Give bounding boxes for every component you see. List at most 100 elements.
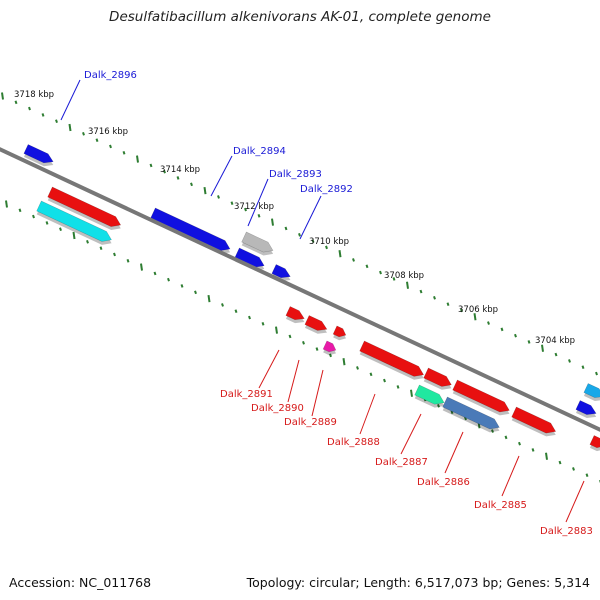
tick-mark-upper	[136, 155, 139, 163]
gene-feature	[589, 435, 600, 452]
tick-mark-lower	[248, 315, 251, 320]
svg-text:Dalk_2889: Dalk_2889	[284, 417, 337, 428]
tick-mark-upper	[581, 365, 585, 370]
tick-mark-lower	[491, 429, 494, 433]
tick-mark-lower	[329, 353, 332, 358]
tick-mark-upper	[176, 176, 180, 180]
tick-mark-upper	[541, 344, 544, 352]
scale-label: 3712 kbp	[234, 202, 274, 212]
tick-mark-upper	[230, 201, 234, 206]
gene-label: Dalk_2894	[210, 146, 286, 197]
gene-feature	[47, 186, 122, 230]
tick-mark-upper	[257, 214, 261, 218]
tick-mark-lower	[572, 467, 575, 471]
tick-mark-lower	[5, 200, 8, 208]
tick-mark-upper	[41, 113, 45, 117]
tick-mark-lower	[59, 227, 62, 232]
gene-features	[23, 144, 600, 452]
gene-feature	[359, 340, 425, 380]
tick-mark-lower	[32, 214, 35, 219]
tick-mark-upper	[514, 333, 517, 338]
svg-text:Dalk_2894: Dalk_2894	[233, 146, 286, 157]
tick-mark-upper	[365, 264, 369, 269]
tick-mark-upper	[95, 138, 99, 142]
tick-mark-lower	[504, 435, 508, 440]
tick-mark-upper	[379, 270, 382, 275]
tick-mark-lower	[261, 322, 265, 326]
topology-text: Topology: circular; Length: 6,517,073 bp…	[246, 575, 590, 590]
tick-mark-lower	[45, 221, 49, 225]
tick-mark-upper	[473, 313, 477, 321]
svg-text:Dalk_2893: Dalk_2893	[269, 169, 322, 180]
scale-label: 3708 kbp	[384, 271, 424, 281]
tick-mark-lower	[275, 326, 278, 334]
gene-label: Dalk_2887	[375, 413, 428, 468]
tick-mark-lower	[531, 448, 535, 452]
tick-mark-upper	[406, 281, 409, 289]
svg-text:Dalk_2883: Dalk_2883	[540, 526, 593, 537]
tick-mark-upper	[325, 245, 328, 250]
tick-mark-upper	[163, 169, 166, 174]
tick-mark-lower	[221, 303, 224, 307]
tick-marks	[1, 92, 600, 484]
gene-label: Dalk_2891	[220, 349, 280, 400]
gene-feature	[285, 306, 305, 324]
gene-feature	[36, 200, 112, 245]
svg-text:Dalk_2885: Dalk_2885	[474, 500, 527, 511]
tick-mark-upper	[68, 123, 72, 132]
gene-label: Dalk_2886	[417, 431, 470, 488]
svg-text:Dalk_2891: Dalk_2891	[220, 389, 273, 400]
svg-text:Dalk_2890: Dalk_2890	[251, 403, 304, 414]
tick-mark-upper	[109, 144, 112, 149]
scale-labels: 3718 kbp 3716 kbp 3714 kbp 3712 kbp 3710 kbp…	[14, 90, 575, 346]
gene-feature	[322, 340, 337, 356]
tick-mark-upper	[500, 327, 504, 332]
svg-text:Dalk_2887: Dalk_2887	[375, 457, 428, 468]
gene-label: Dalk_2889	[284, 369, 337, 428]
tick-mark-lower	[342, 358, 346, 366]
svg-text:Dalk_2892: Dalk_2892	[300, 184, 353, 195]
tick-mark-upper	[284, 226, 288, 231]
gene-feature	[575, 400, 597, 418]
gene-label: Dalk_2892	[299, 184, 353, 240]
tick-mark-upper	[203, 186, 207, 195]
tick-mark-upper	[527, 340, 531, 344]
tick-mark-upper	[392, 277, 396, 281]
tick-mark-lower	[315, 347, 319, 351]
gene-feature	[423, 367, 452, 390]
tick-mark-upper	[595, 371, 598, 376]
tick-mark-lower	[585, 473, 589, 478]
tick-mark-upper	[568, 359, 571, 363]
gene-label: Dalk_2893	[247, 169, 322, 227]
tick-mark-lower	[302, 340, 305, 345]
scale-label: 3706 kbp	[458, 305, 498, 315]
svg-text:Dalk_2886: Dalk_2886	[417, 477, 470, 488]
tick-mark-lower	[113, 252, 116, 257]
svg-text:Dalk_2888: Dalk_2888	[327, 437, 380, 448]
tick-mark-lower	[180, 284, 184, 288]
gene-feature	[304, 315, 328, 334]
gene-labels: Dalk_2896 Dalk_2894 Dalk_2893 Dalk_2892 Dalk…	[60, 70, 593, 537]
tick-mark-upper	[419, 289, 423, 294]
gene-label: Dalk_2890	[251, 359, 304, 414]
map-title: Desulfatibacillum alkenivorans AK-01, co…	[109, 9, 491, 25]
tick-mark-lower	[437, 404, 440, 408]
tick-mark-upper	[82, 132, 85, 136]
gene-label: Dalk_2883	[540, 480, 593, 537]
gene-feature	[150, 207, 231, 254]
tick-mark-upper	[55, 119, 58, 124]
tick-mark-upper	[122, 150, 126, 155]
tick-mark-upper	[217, 195, 220, 199]
genome-backbone	[0, 147, 600, 432]
tick-mark-lower	[396, 385, 400, 389]
tick-mark-upper	[271, 218, 274, 226]
tick-mark-upper	[1, 92, 4, 100]
gene-feature	[23, 144, 54, 167]
tick-mark-lower	[288, 334, 292, 339]
tick-mark-lower	[234, 309, 238, 314]
tick-mark-lower	[194, 290, 197, 295]
tick-mark-lower	[518, 441, 521, 446]
tick-mark-upper	[190, 182, 193, 187]
gene-feature	[234, 247, 265, 271]
